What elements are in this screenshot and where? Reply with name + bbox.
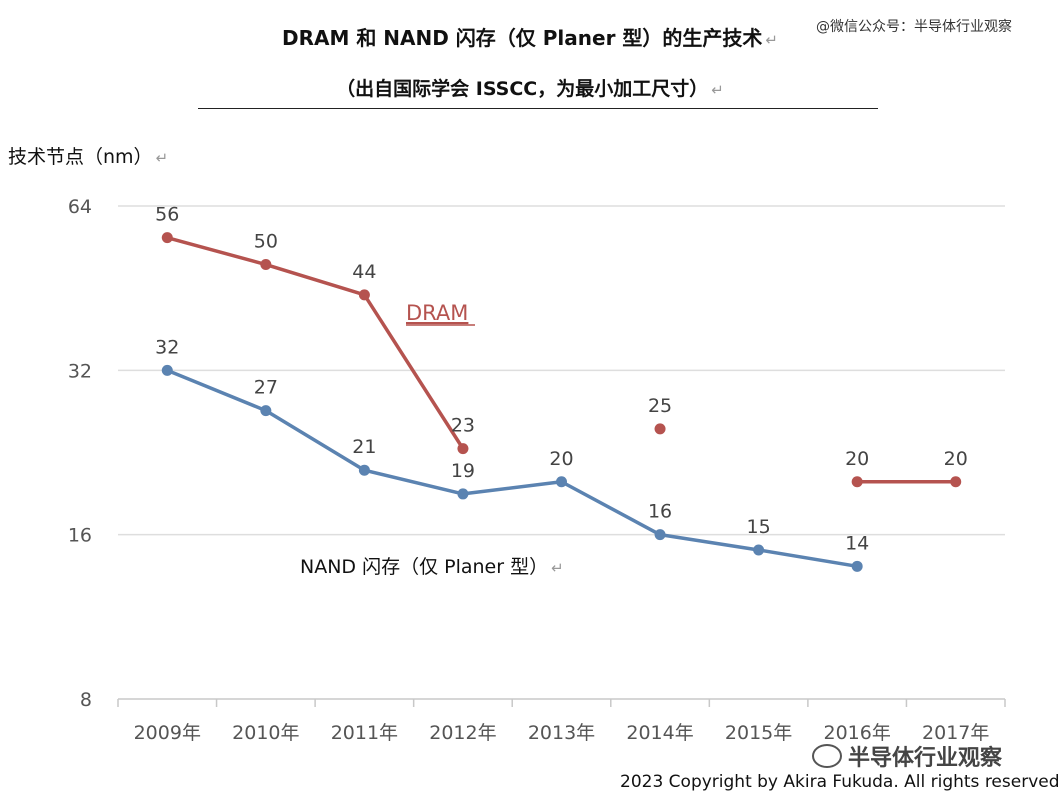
dram-point — [654, 423, 666, 435]
nand-line — [166, 368, 858, 569]
copyright-notice: 2023 Copyright by Akira Fukuda. All righ… — [620, 772, 1059, 792]
nand-point — [654, 529, 666, 541]
nand-point — [161, 364, 173, 376]
y-tick-label: 32 — [68, 360, 92, 382]
x-tick-label: 2010年 — [232, 722, 299, 744]
dram-data-label: 20 — [944, 448, 968, 470]
x-tick-label: 2014年 — [626, 722, 693, 744]
x-tick-label: 2011年 — [331, 722, 398, 744]
nand-data-label: 21 — [352, 436, 376, 458]
nand-point — [753, 544, 765, 556]
x-tick-label: 2015年 — [725, 722, 792, 744]
x-tick-label: 2009年 — [134, 722, 201, 744]
dram-series-label: DRAM — [406, 301, 468, 325]
dram-point — [457, 443, 469, 455]
y-tick-label: 8 — [80, 689, 92, 711]
title-divider — [198, 108, 878, 109]
nand-series-label: NAND 闪存（仅 Planer 型） ↵ — [300, 556, 564, 578]
x-tick-label: 2016年 — [823, 722, 890, 744]
y-tick-label: 16 — [68, 525, 92, 547]
y-tick-label: 64 — [68, 196, 92, 218]
y-axis-label: 技术节点（nm） ↵ — [8, 146, 169, 168]
wechat-icon — [812, 744, 842, 768]
dram-data-label: 20 — [845, 448, 869, 470]
dram-line — [166, 235, 465, 450]
dram-point — [358, 289, 370, 301]
dram-point — [851, 476, 863, 488]
brand-watermark: 半导体行业观察 — [812, 740, 1002, 772]
x-tick-label: 2013年 — [528, 722, 595, 744]
brand-text: 半导体行业观察 — [848, 746, 1003, 771]
nand-data-label: 15 — [747, 516, 771, 538]
x-tick-label: 2017年 — [922, 722, 989, 744]
dram-point — [950, 476, 962, 488]
watermark-text: @微信公众号：半导体行业观察 — [816, 19, 1012, 35]
nand-point — [457, 488, 469, 500]
nand-point — [556, 476, 567, 488]
nand-point — [260, 405, 272, 417]
dram-data-label: 23 — [451, 415, 475, 437]
dram-point — [260, 259, 272, 271]
nand-data-label: 32 — [155, 336, 179, 358]
nand-data-label: 27 — [254, 377, 278, 399]
dram-data-label: 56 — [155, 204, 179, 226]
dram-data-label: 44 — [352, 261, 376, 283]
nand-data-label: 19 — [451, 460, 475, 482]
nand-data-label: 16 — [648, 501, 672, 523]
nand-data-label: 20 — [549, 448, 573, 470]
nand-point — [851, 560, 863, 572]
nand-point — [358, 464, 370, 476]
dram-data-label: 50 — [254, 231, 278, 253]
dram-data-label: 25 — [648, 395, 672, 417]
chart-title: DRAM 和 NAND 闪存（仅 Planer 型）的生产技术 ↵ — [281, 26, 778, 50]
nand-data-label: 14 — [845, 532, 869, 554]
dram-point — [161, 232, 173, 244]
x-tick-label: 2012年 — [429, 722, 496, 744]
chart-subtitle: （出自国际学会 ISSCC，为最小加工尺寸） ↵ — [336, 78, 724, 100]
